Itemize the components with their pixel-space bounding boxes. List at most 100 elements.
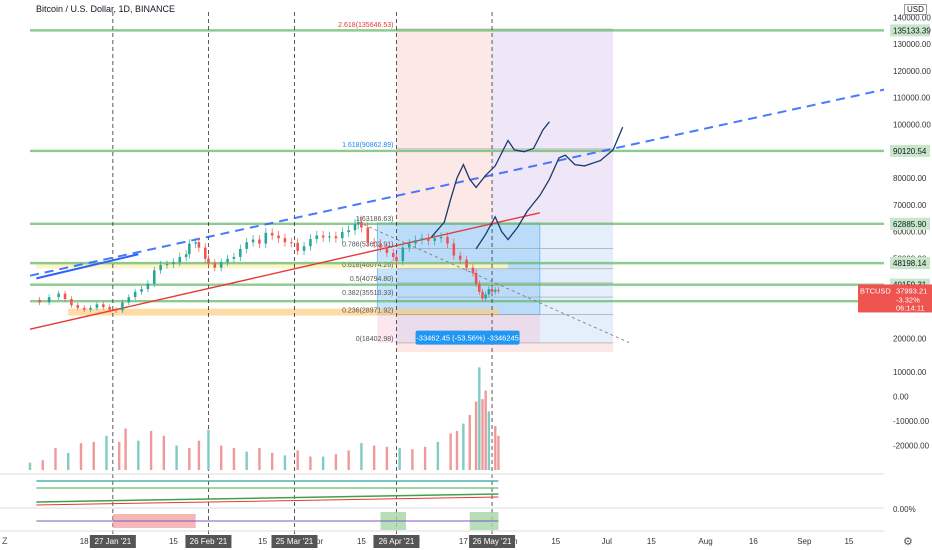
candle-body-16	[140, 289, 143, 292]
candle-body-58	[391, 252, 395, 257]
candle-body-67	[446, 236, 449, 244]
candle-body-79	[497, 289, 500, 291]
candle-body-19	[159, 264, 162, 271]
candle-body-59	[395, 256, 398, 261]
current-price-value: 37993.21	[896, 286, 927, 295]
candle-body-78	[493, 289, 497, 292]
candle-body-37	[264, 232, 268, 244]
candle-body-69	[458, 255, 462, 260]
resistance-band	[36, 262, 508, 269]
current-price-box	[858, 284, 932, 313]
x-tick-12: 15	[647, 537, 656, 546]
volume-bar-44	[497, 435, 500, 470]
candle-body-68	[452, 243, 456, 256]
vol-tick-3: -20000.00	[893, 442, 930, 451]
candle-body-52	[356, 222, 360, 225]
volume-bar-21	[283, 455, 287, 470]
candle-body-64	[427, 238, 430, 241]
candle-body-48	[334, 236, 338, 239]
candle-body-21	[172, 262, 175, 265]
x-tick-16: 15	[844, 537, 853, 546]
volume-bar-38	[474, 401, 478, 470]
fib-label-8: 0(18402.98)	[356, 336, 394, 343]
support-band	[68, 308, 499, 316]
x-tick-0: 18	[80, 537, 89, 546]
candle-body-13	[121, 302, 124, 311]
candle-body-43	[302, 246, 306, 251]
candle-body-34	[245, 242, 248, 249]
zoom-toggle[interactable]: Z	[2, 536, 8, 546]
x-tick-15: Sep	[797, 537, 812, 546]
volume-bar-12	[175, 445, 178, 470]
gear-icon[interactable]: ⚙	[903, 535, 913, 548]
volume-bar-28	[372, 445, 376, 470]
volume-bar-3	[67, 452, 70, 470]
current-price-symbol: BTCUSD	[860, 286, 891, 295]
candle-body-47	[328, 236, 331, 238]
volume-bar-18	[245, 451, 248, 470]
volume-bar-0	[28, 462, 32, 470]
candle-body-24	[188, 243, 191, 255]
volume-bar-13	[188, 448, 191, 470]
candle-body-9	[95, 304, 99, 308]
candle-body-4	[63, 293, 67, 299]
volume-bar-2	[54, 448, 57, 470]
volume-bar-15	[207, 429, 210, 470]
candle-body-25	[194, 242, 197, 244]
candle-body-72	[474, 273, 478, 284]
volume-bar-20	[270, 452, 274, 470]
currency-label[interactable]: USD	[904, 4, 927, 15]
candle-body-3	[57, 293, 60, 298]
candle-body-22	[178, 256, 182, 263]
fib-label-1: 1.618(90862.89)	[342, 142, 393, 149]
candle-body-14	[127, 297, 131, 303]
x-tick-8: 17	[459, 537, 468, 546]
fib-label-6: 0.382(35510.33)	[342, 290, 393, 297]
candle-body-74	[481, 291, 484, 299]
date-marker-box-1	[185, 535, 232, 548]
ind-tick-0: 0.00%	[893, 505, 916, 514]
candle-body-75	[484, 294, 487, 299]
volume-bar-10	[149, 430, 153, 470]
candle-body-73	[478, 283, 481, 292]
candle-body-54	[366, 227, 370, 243]
candle-body-62	[414, 240, 417, 244]
candle-body-23	[184, 254, 188, 257]
candle-body-51	[353, 224, 357, 231]
candle-body-44	[309, 239, 312, 247]
volume-bar-11	[162, 435, 166, 470]
measure-badge-text: -33462.45 (-53.56%) -3346245	[416, 334, 519, 343]
volume-bar-35	[455, 430, 459, 470]
volume-bar-8	[124, 428, 127, 470]
y-tick-0: 140000.00	[893, 13, 931, 22]
vol-tick-2: -10000.00	[893, 417, 930, 426]
y-tick-6: 70000.00	[893, 201, 927, 210]
candle-body-36	[258, 239, 261, 244]
x-tick-4: 15	[258, 537, 267, 546]
price-tag-bg-2	[890, 217, 930, 230]
candle-body-65	[433, 238, 436, 241]
candle-body-18	[153, 270, 156, 284]
candle-body-50	[347, 230, 350, 233]
y-tick-5: 80000.00	[893, 174, 927, 183]
volume-bar-4	[79, 443, 83, 470]
candle-body-27	[203, 247, 207, 259]
volume-bar-23	[309, 456, 312, 470]
y-tick-2: 120000.00	[893, 67, 931, 76]
candle-body-12	[114, 309, 118, 311]
price-tag-3: 48198.14	[893, 259, 927, 268]
candle-body-71	[471, 267, 475, 274]
fib-label-4: 0.618(46074.26)	[342, 262, 393, 269]
candle-body-39	[277, 235, 280, 239]
date-marker-label-3: 26 Apr '21	[379, 537, 415, 546]
x-tick-11: Jul	[602, 537, 612, 546]
candle-body-63	[420, 238, 424, 241]
x-tick-10: 15	[551, 537, 560, 546]
candle-body-17	[146, 283, 150, 290]
candle-body-77	[490, 289, 494, 292]
volume-bar-43	[494, 426, 497, 470]
down-projection	[358, 221, 630, 343]
x-tick-14: 16	[749, 537, 758, 546]
fib-zone-bottom-red	[396, 342, 614, 352]
